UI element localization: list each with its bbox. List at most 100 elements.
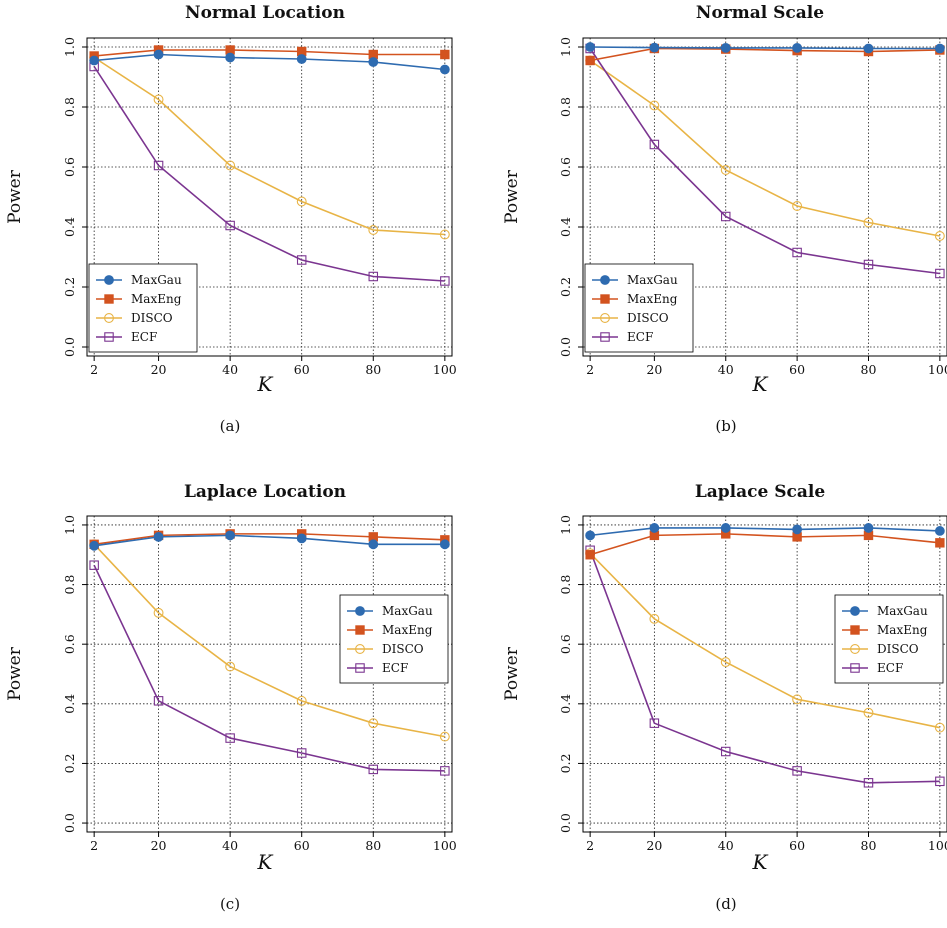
y-tick-label: 1.0 [62,515,77,535]
y-tick-label: 0.8 [62,575,77,595]
data-point [296,255,307,265]
legend-swatch-marker [355,625,365,635]
data-point [935,538,945,548]
data-point [585,530,596,541]
y-tick-label: 0.4 [62,694,77,714]
x-tick-label: 80 [365,362,381,377]
panel-caption: (b) [715,417,736,435]
chart-title: Laplace Location [184,482,346,502]
x-tick-label: 80 [861,362,877,377]
legend-label: ECF [627,330,653,344]
x-tick-label: 80 [861,838,877,853]
legend-label: MaxGau [131,273,182,287]
data-point [153,160,164,171]
data-point [863,707,874,718]
legend-swatch-marker [600,332,610,342]
y-tick-label: 0.0 [62,337,77,357]
y-tick-label: 0.6 [558,157,573,177]
y-tick-label: 0.0 [558,337,573,357]
legend-label: MaxGau [382,604,433,618]
data-point [440,766,450,776]
series-line [93,66,445,282]
legend-label: MaxEng [877,623,928,637]
y-tick-label: 0.6 [62,634,77,654]
data-point [153,531,164,542]
data-point [225,220,235,231]
data-point [863,217,874,228]
data-point [225,530,236,541]
data-point [440,276,450,286]
x-axis-label: K [257,850,274,874]
x-tick-label: 40 [222,838,238,853]
data-point [89,540,100,551]
data-point [720,657,731,668]
legend-swatch-marker [355,606,365,616]
legend-swatch-marker [355,644,365,654]
chart-title: Normal Scale [696,3,824,23]
data-point [153,696,164,706]
x-tick-label: 40 [718,838,734,853]
data-point [439,64,450,75]
series-maxgau [89,49,450,75]
data-point [296,748,307,758]
y-axis-label: Power [502,169,522,224]
data-point [934,43,945,54]
data-point [792,524,803,535]
data-point [935,268,945,279]
x-tick-label: 100 [433,838,457,853]
data-point [296,533,307,544]
y-tick-label: 0.2 [558,753,573,773]
data-point [439,539,450,550]
series-line [94,49,445,57]
series-line [94,533,445,546]
x-tick-label: 20 [646,362,662,377]
legend-swatch-marker [104,275,114,285]
data-point [368,57,379,67]
y-tick-label: 0.8 [558,97,573,117]
legend-swatch-marker [850,663,860,673]
x-tick-label: 100 [928,362,947,377]
y-tick-label: 0.0 [558,813,573,833]
legend-label: MaxEng [131,292,182,306]
y-axis-label: Power [5,646,25,701]
y-tick-label: 0.4 [558,694,573,714]
legend-label: DISCO [877,642,919,656]
data-point [225,733,235,743]
y-tick-label: 0.0 [62,813,77,833]
series-line [93,56,445,236]
data-point [649,613,660,624]
x-axis-label: K [752,850,769,874]
data-point [649,139,660,150]
legend: MaxGau MaxEng DISCO ECF [584,263,694,353]
x-tick-label: 2 [90,362,98,377]
y-tick-label: 1.0 [62,37,77,57]
x-tick-label: 60 [294,838,310,853]
data-point [720,165,731,175]
data-point [153,49,164,60]
data-point [153,94,164,105]
legend: MaxGau MaxEng DISCO ECF [339,594,449,684]
data-point [296,196,307,207]
x-tick-label: 100 [928,838,947,853]
data-point [863,523,874,533]
data-point [792,694,803,705]
data-point [439,229,450,240]
x-tick-label: 100 [433,362,457,377]
x-tick-label: 60 [294,362,310,377]
data-point [225,52,236,63]
legend-label: MaxEng [382,623,433,637]
data-point [792,247,802,258]
plot-frame [86,515,453,833]
y-tick-label: 1.0 [558,515,573,535]
y-tick-label: 0.2 [558,277,573,297]
y-tick-label: 0.4 [62,217,77,237]
chart-panel-3: Laplace Location 2 20 40 60 80 100 0.0 0.2 0.4 0.6… [5,482,457,913]
y-axis-label: Power [502,646,522,701]
legend-swatch-marker [104,294,114,304]
data-point [649,100,660,111]
chart-panel-2: Normal Scale 2 20 40 60 80 100 0.0 0.2 0.4 0.6 0.8 1… [502,3,947,435]
chart-panel-1: Normal Location 2 20 40 60 80 100 0.0 0.2 0.4 0.6 0… [5,3,457,435]
data-point [934,526,945,536]
series-maxgau [585,42,945,54]
